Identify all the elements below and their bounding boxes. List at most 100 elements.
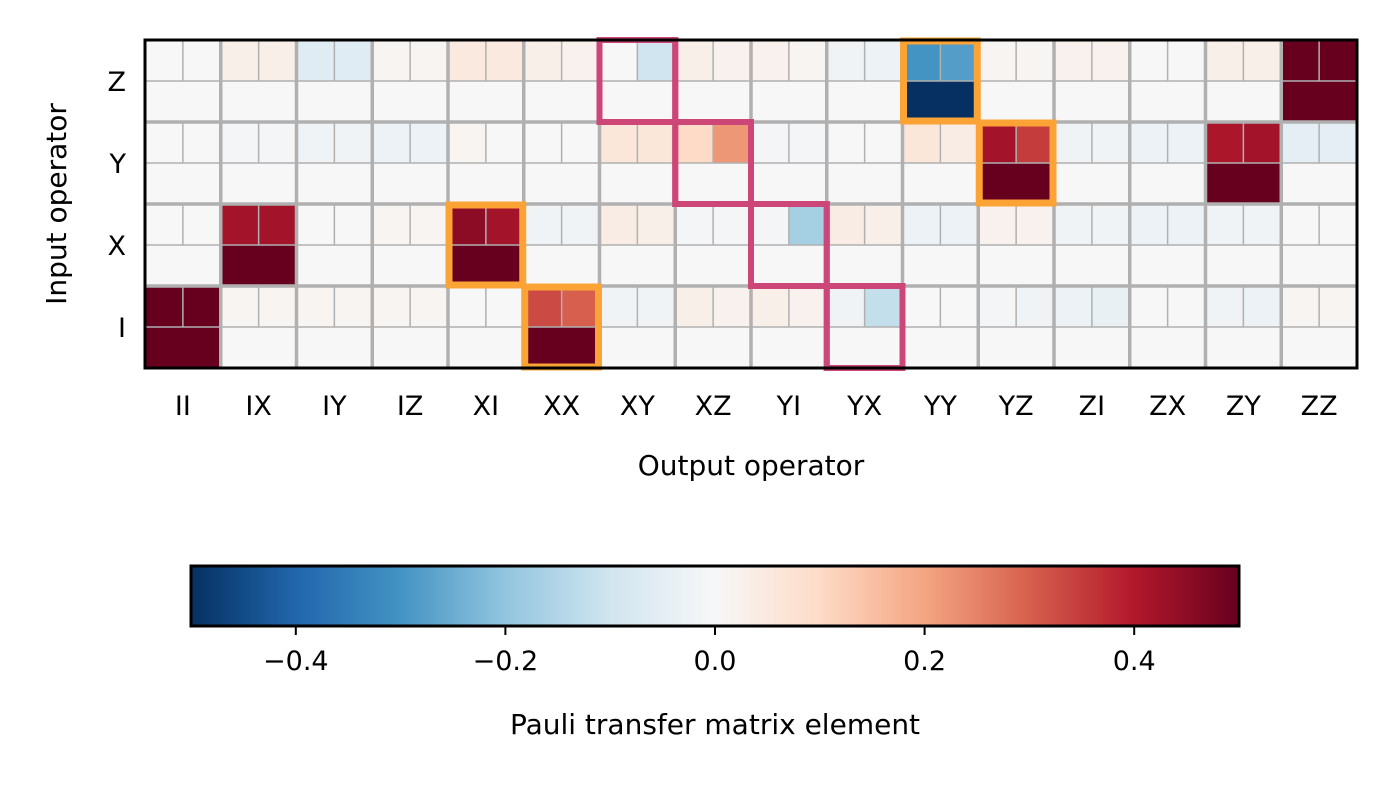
cell-X-ZY-top-left [1205,204,1244,245]
cell-Y-IX-bottom [220,163,297,204]
cell-I-ZX-top-right [1167,286,1206,327]
y-tick-labels: I X Y Z [108,67,127,344]
cell-I-IY-bottom [296,327,373,368]
cell-X-IX-top-right [258,204,297,245]
cell-X-ZZ-top-left [1281,204,1320,245]
cell-Y-YY-bottom [902,163,979,204]
cell-I-IZ-top-left [372,286,411,327]
cell-X-IY-top-left [296,204,335,245]
cell-I-YI-top-right [788,286,827,327]
cell-X-IY-bottom [296,245,373,286]
cell-Z-ZY-top-right [1243,40,1282,81]
x-tick-label: II [175,391,191,422]
x-tick-label: XY [620,391,655,422]
cell-Y-IY-bottom [296,163,373,204]
cell-Z-YZ-top-left [978,40,1017,81]
cell-Z-XX-top-right [561,40,600,81]
cell-X-ZX-top-left [1129,204,1168,245]
colorbar-tick-label: −0.2 [473,646,539,677]
plot-frame [143,38,1359,370]
cell-X-XY-top-right [637,204,676,245]
cell-X-II-top-right [182,204,221,245]
cell-Z-YY-bottom [902,81,979,122]
cell-X-IX-top-left [220,204,259,245]
cell-Y-XZ-top-left [675,122,714,163]
cell-Y-YZ-top-right [1016,122,1054,163]
y-axis-title: Input operator [40,103,73,305]
cell-Y-XY-top-right [637,122,676,163]
colorbar-tick-label: 0.4 [1113,646,1156,677]
cell-Z-YX-top-left [826,40,865,81]
cell-Z-YI-top-right [788,40,827,81]
cell-Y-XY-top-left [599,122,638,163]
cell-I-XX-bottom [523,327,600,368]
cell-I-XZ-top-left [675,286,714,327]
cell-Y-ZI-top-right [1091,122,1130,163]
cell-X-ZX-bottom [1129,245,1206,286]
cell-I-IX-top-right [258,286,297,327]
cell-Y-YY-top-right [940,122,979,163]
cell-Y-XI-bottom [448,163,524,204]
y-tick-label: I [118,313,126,344]
cell-Z-XZ-top-left [675,40,714,81]
cell-Z-IX-bottom [220,81,297,122]
cell-X-YZ-top-right [1016,204,1054,245]
cell-Z-XZ-top-right [713,40,751,81]
cell-Z-YY-top-right [940,40,979,81]
colorbar-tick-label: 0.2 [903,646,946,677]
cell-Z-II-top-right [182,40,221,81]
cell-Z-XI-top-right [485,40,524,81]
cell-X-YY-top-left [902,204,941,245]
cell-I-IY-top-right [334,286,373,327]
cell-X-ZI-top-left [1054,204,1092,245]
cell-I-YX-top-right [864,286,903,327]
cell-X-ZZ-top-right [1319,204,1357,245]
cell-Z-XY-top-right [637,40,676,81]
cell-Z-II-top-left [145,40,183,81]
cell-X-YZ-top-left [978,204,1017,245]
x-tick-label: ZX [1149,391,1186,422]
cell-Z-YY-top-left [902,40,941,81]
cell-Z-XY-top-left [599,40,638,81]
cell-Z-XI-bottom [448,81,524,122]
cell-Z-XY-bottom [599,81,676,122]
cell-I-IZ-bottom [372,327,448,368]
highlight-boxes [445,37,1057,371]
x-tick-label: YX [846,391,882,422]
x-tick-label: IX [245,391,271,422]
cell-I-ZI-bottom [1054,327,1130,368]
cell-X-ZI-bottom [1054,245,1130,286]
cell-Y-ZX-bottom [1129,163,1206,204]
cell-I-ZX-top-left [1129,286,1168,327]
cell-I-YY-bottom [902,327,979,368]
x-tick-labels: II IX IY IZ XI XX XY XZ YI YX YY YZ ZI ZX ZY ZZ [175,391,1338,422]
x-tick-label: XZ [695,391,732,422]
cell-I-YZ-bottom [978,327,1054,368]
x-tick-label: ZZ [1301,391,1338,422]
cell-I-IZ-top-right [410,286,448,327]
cell-X-YY-bottom [902,245,979,286]
cell-Y-XX-top-left [523,122,562,163]
cell-Y-XI-top-right [485,122,524,163]
cell-I-YZ-top-right [1016,286,1054,327]
cell-X-IZ-top-left [372,204,411,245]
cell-Z-ZI-top-right [1091,40,1130,81]
cell-Y-YY-top-left [902,122,941,163]
cell-Z-ZZ-top-right [1319,40,1357,81]
cell-I-XI-top-right [485,286,524,327]
cell-I-ZZ-top-right [1319,286,1357,327]
cell-Y-ZZ-bottom [1281,163,1357,204]
cell-Y-ZX-top-right [1167,122,1206,163]
cell-X-XY-bottom [599,245,676,286]
cell-I-XI-bottom [448,327,524,368]
cell-I-ZY-bottom [1205,327,1282,368]
cell-I-IX-top-left [220,286,259,327]
cell-I-ZY-top-right [1243,286,1282,327]
y-tick-label: Y [109,149,127,180]
cell-X-XY-top-left [599,204,638,245]
cell-Z-IX-top-left [220,40,259,81]
cell-Z-XX-bottom [523,81,600,122]
cell-Z-ZY-top-left [1205,40,1244,81]
cell-X-XI-top-right [485,204,524,245]
